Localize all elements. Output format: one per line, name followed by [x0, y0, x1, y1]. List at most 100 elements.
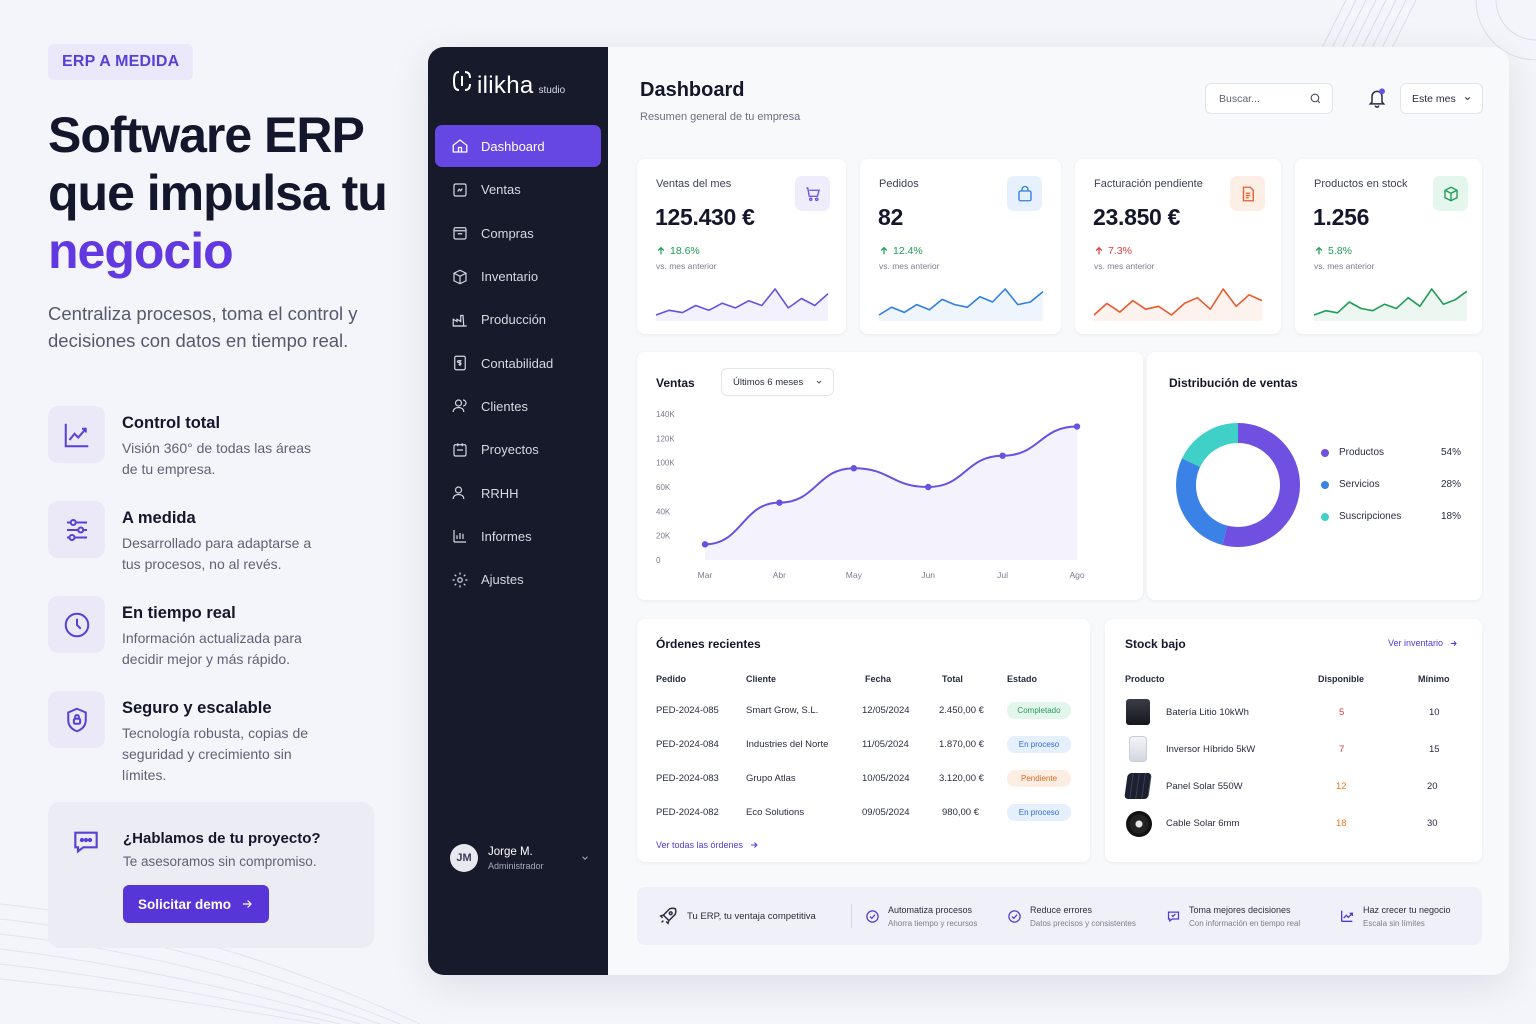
sparkline	[1093, 288, 1263, 321]
feature-item: En tiempo real Información actualizada p…	[48, 596, 388, 691]
check-circle-icon	[866, 909, 879, 923]
banner-item: Automatiza procesos Ahorra tiempo y recur…	[865, 887, 977, 945]
sidebar-item-clientes[interactable]: Clientes	[435, 385, 601, 428]
order-total: 980,00 €	[942, 807, 979, 818]
request-demo-button[interactable]: Solicitar demo	[123, 885, 269, 923]
sidebar-item-ventas[interactable]: Ventas	[435, 168, 601, 211]
kpi-note: vs. mes anterior	[1314, 261, 1375, 271]
kpi-label: Facturación pendiente	[1094, 178, 1203, 190]
x-tick-label: May	[846, 570, 863, 580]
cart-icon	[795, 176, 830, 211]
legend-pct: 18%	[1440, 511, 1461, 522]
legend-pct: 54%	[1440, 447, 1461, 458]
notifications-button[interactable]	[1367, 87, 1387, 109]
order-date: 09/05/2024	[862, 807, 910, 818]
purchases-icon	[453, 227, 467, 240]
sidebar-item-label: Clientes	[481, 398, 528, 414]
feature-desc: Visión 360° de todas las áreas de tu emp…	[122, 440, 312, 477]
view-inventory-label: Ver inventario	[1388, 638, 1444, 648]
order-id: PED-2024-085	[656, 705, 719, 716]
sidebar-item-rrhh[interactable]: RRHH	[435, 471, 601, 514]
sidebar-item-contabilidad[interactable]: Contabilidad	[435, 341, 601, 384]
x-tick-label: Abr	[773, 570, 786, 580]
banner-item-sub: Escala sin límites	[1363, 918, 1425, 928]
donut-slice-servicios	[1176, 423, 1300, 547]
range-select[interactable]: Últimos 6 meses	[721, 368, 834, 396]
sparkline	[878, 288, 1044, 321]
view-all-orders-link[interactable]: Ver todas las órdenes	[656, 840, 759, 850]
chart-icon	[48, 406, 105, 463]
cta-subtitle: Te asesoramos sin compromiso.	[123, 854, 317, 869]
sidebar-item-compras[interactable]: Compras	[435, 212, 601, 255]
panel-thumb	[1124, 773, 1152, 799]
kpi-note: vs. mes anterior	[879, 261, 940, 271]
page-subtitle: Resumen general de tu empresa	[640, 111, 801, 123]
sales-point	[701, 541, 709, 548]
sales-point	[776, 499, 783, 506]
status-badge: Completado	[1007, 702, 1071, 719]
x-tick-label: Mar	[698, 570, 713, 580]
banner-item: Haz crecer tu negocio Escala sin límites	[1339, 887, 1451, 945]
kpi-value: 1.256	[1313, 204, 1370, 230]
legend-label: Productos	[1339, 447, 1385, 458]
sales-icon	[453, 183, 467, 197]
legend-dot	[1321, 448, 1329, 457]
sparkline	[655, 288, 829, 321]
sales-point	[850, 465, 857, 472]
feature-desc: Desarrollado para adaptarse a tus proces…	[122, 535, 312, 572]
product-name: Inversor Híbrido 5kW	[1166, 744, 1256, 755]
chat-icon	[70, 826, 102, 924]
sidebar: ilikha studio Dashboard Ventas Compras I…	[428, 47, 608, 975]
feature-title: Seguro y escalable	[122, 699, 272, 717]
kpi-card-pending-billing: Facturación pendiente 23.850 € 7.3% vs. …	[1075, 159, 1281, 334]
settings-icon	[452, 572, 468, 588]
y-tick-label: 140K	[656, 410, 675, 419]
bell-icon	[1368, 88, 1386, 108]
sidebar-item-inventario[interactable]: Inventario	[435, 255, 601, 298]
sales-chart-card: Ventas Últimos 6 meses 140K 120K 100K 60K 40…	[637, 352, 1143, 600]
home-icon	[452, 139, 468, 153]
order-date: 10/05/2024	[862, 773, 910, 784]
product-minimum: 20	[1427, 781, 1438, 792]
product-available: 7	[1339, 744, 1345, 755]
search-input[interactable]: Buscar...	[1205, 83, 1333, 114]
arrow-up-icon	[880, 246, 888, 255]
sidebar-item-dashboard[interactable]: Dashboard	[435, 125, 601, 167]
section-title: Ventas	[656, 376, 695, 390]
sparkline	[1313, 288, 1468, 321]
order-client: Smart Grow, S.L.	[746, 705, 819, 716]
kpi-card-stock: Productos en stock 1.256 5.8% vs. mes an…	[1295, 159, 1482, 334]
recent-orders-card: Órdenes recientes Pedido Cliente Fecha T…	[637, 619, 1090, 862]
sidebar-item-produccion[interactable]: Producción	[435, 298, 601, 341]
page-title: Dashboard	[640, 79, 745, 101]
arrow-right-icon	[242, 900, 252, 908]
y-tick-label: 20K	[656, 532, 671, 541]
user-menu[interactable]: JM Jorge M. Administrador	[450, 844, 590, 872]
order-id: PED-2024-084	[656, 739, 719, 750]
view-inventory-link[interactable]: Ver inventario	[1388, 638, 1458, 648]
sidebar-item-informes[interactable]: Informes	[435, 515, 601, 558]
box-icon	[1433, 176, 1468, 211]
period-select[interactable]: Este mes	[1400, 83, 1483, 114]
kpi-label: Productos en stock	[1314, 178, 1408, 190]
sparkline-line	[655, 288, 829, 316]
column-header: Fecha	[865, 674, 892, 684]
sidebar-item-label: Dashboard	[481, 138, 545, 154]
logo-mark-icon	[452, 71, 471, 91]
growth-icon	[1341, 910, 1353, 922]
column-header: Producto	[1125, 674, 1165, 684]
product-minimum: 10	[1429, 707, 1440, 718]
legend-label: Servicios	[1339, 479, 1380, 490]
banner-item-sub: Datos precisos y consistentes	[1030, 918, 1136, 928]
sidebar-item-label: Producción	[481, 312, 547, 328]
kpi-value: 82	[878, 204, 903, 230]
status-badge: Pendiente	[1007, 770, 1071, 787]
factory-icon	[452, 314, 467, 327]
sparkline-area	[1094, 289, 1262, 321]
inverter-thumb	[1129, 736, 1147, 762]
arrow-up-icon	[657, 246, 665, 255]
feature-desc: Información actualizada para decidir mej…	[122, 630, 302, 667]
sidebar-item-proyectos[interactable]: Proyectos	[435, 428, 601, 471]
sidebar-item-ajustes[interactable]: Ajustes	[435, 558, 601, 601]
legend-dot	[1321, 512, 1329, 521]
